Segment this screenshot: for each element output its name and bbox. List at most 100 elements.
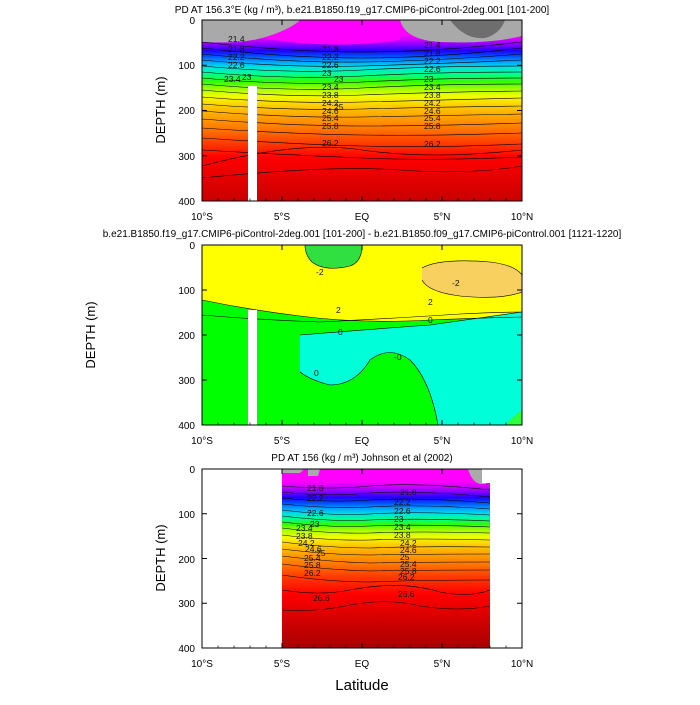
panel-3-clabel: 26.6 [313, 593, 330, 603]
x-tick-label: 5°S [274, 212, 291, 223]
panel-3-clabel: 25.4 [400, 559, 417, 569]
x-tick-label: 5°N [434, 436, 451, 447]
panel-2-clabel: 0 [314, 368, 319, 378]
panel-1-clabel: 24.2 [424, 98, 441, 108]
panel-3-clabel: 23.4 [296, 523, 313, 533]
panel-1-clabel: 22.2 [424, 56, 441, 66]
panel-3-clabel: 23.4 [394, 522, 411, 532]
panel-2-contour-labels: -2 -2 2 2 0 0 -0 0 [314, 267, 460, 378]
panel-1-clabel: 23.8 [322, 90, 339, 100]
panel-2-x-axis: 10°S 5°S EQ 5°N 10°N [191, 436, 533, 447]
panel-3-clabel: 25 [316, 548, 326, 558]
panel-2-green-patch [305, 245, 362, 269]
panel-1-clabel: 22.6 [424, 64, 441, 74]
y-tick-label: 0 [189, 241, 195, 252]
panel-2-contour-lines [202, 245, 522, 425]
panel-3-gray-mask [308, 469, 320, 476]
panel-2-clabel: -0 [394, 352, 402, 362]
panel-1-gray-mask-left [202, 20, 300, 43]
panel-2-clabel: -2 [452, 278, 460, 288]
panel-1-dark-mask [450, 20, 505, 39]
x-tick-label: 10°N [511, 212, 533, 223]
panel-3-y-axis: 0 100 200 300 400 DEPTH (m) [153, 465, 195, 655]
panel-3-observed-density: PD AT 156 (kg / m³) Johnson et al (2002) [153, 453, 533, 694]
panel-3-y-label: DEPTH (m) [153, 524, 168, 591]
panel-1-contour-lines [202, 41, 522, 179]
panel-1-clabel: 23.4 [224, 74, 241, 84]
panel-3-clabel: 24.2 [298, 538, 315, 548]
x-tick-label: 5°S [274, 436, 291, 447]
panel-1-clabel: 23.8 [424, 90, 441, 100]
x-tick-label: EQ [355, 212, 370, 223]
panel-3-clabel: 26.6 [398, 589, 415, 599]
panel-1-clabel: 25.4 [424, 113, 441, 123]
panel-3-clabel: 22.2 [394, 497, 411, 507]
panel-3-clabel: 24.6 [305, 544, 322, 554]
panel-1-clabel: 26.2 [322, 138, 339, 148]
panel-2-missing-data [248, 310, 257, 425]
panel-3-clabel: 22.2 [307, 493, 324, 503]
panel-1-missing-data [248, 86, 257, 201]
y-tick-label: 100 [178, 61, 195, 72]
panel-1-clabel: 21.8 [322, 44, 339, 54]
panel-1-clabel: 25.4 [322, 113, 339, 123]
panel-3-gap [482, 469, 490, 483]
panel-2-cyan-region [300, 312, 522, 425]
panel-3-clabel: 26.2 [304, 568, 321, 578]
y-tick-label: 300 [178, 152, 195, 163]
panel-1-clabel: 22.6 [322, 60, 339, 70]
y-tick-label: 400 [178, 197, 195, 208]
panel-3-clabel: 24.2 [400, 538, 417, 548]
panel-2-title: b.e21.B1850.f19_g17.CMIP6-piControl-2deg… [103, 229, 622, 240]
panel-2-clabel: 2 [428, 297, 433, 307]
panel-3-clabel: 24.6 [400, 545, 417, 555]
panel-3-contour-labels: 21.8 22.2 22.6 23 23.4 23.8 24.2 24.6 25… [296, 483, 417, 603]
panel-1-clabel: 26.2 [424, 139, 441, 149]
panel-1-clabel: 25.8 [322, 121, 339, 131]
panel-1-clabel: 23.4 [322, 82, 339, 92]
panel-1-y-label: DEPTH (m) [153, 76, 168, 143]
panel-3-density-field [282, 469, 490, 648]
panel-1-clabel: 25 [334, 102, 344, 112]
panel-3-clabel: 23.8 [394, 530, 411, 540]
panel-1-y-axis: 0 100 200 300 400 DEPTH (m) [153, 16, 195, 208]
panel-2-tan-patch [422, 260, 522, 298]
panel-3-clabel: 25.4 [304, 553, 321, 563]
panel-1-clabel: 21.8 [228, 44, 245, 54]
x-tick-label: 5°N [434, 659, 451, 670]
y-tick-label: 0 [189, 16, 195, 27]
panel-3-clabel: 23.8 [296, 531, 313, 541]
panel-2-clabel: -2 [316, 267, 324, 277]
x-tick-label: 5°N [434, 212, 451, 223]
panel-3-clabel: 25.8 [304, 560, 321, 570]
y-tick-label: 300 [178, 599, 195, 610]
y-tick-label: 200 [178, 106, 195, 117]
panel-1-clabel: 22.6 [228, 60, 245, 70]
panel-3-clabel: 21.8 [400, 487, 417, 497]
panel-1-clabel: 22.2 [228, 52, 245, 62]
panel-3-clabel: 23 [394, 514, 404, 524]
panel-1-surface-lens [262, 20, 400, 45]
y-tick-label: 300 [178, 376, 195, 387]
panel-3-clabel: 21.8 [307, 483, 324, 493]
panel-1-clabel: 23.4 [424, 82, 441, 92]
panel-1-model-density: PD AT 156.3°E (kg / m³), b.e21.B1850.f19… [153, 5, 549, 223]
panel-1-x-axis: 10°S 5°S EQ 5°N 10°N [191, 212, 533, 223]
x-tick-label: 5°S [274, 659, 291, 670]
axis-ticks [201, 19, 523, 649]
panel-1-clabel: 24.2 [322, 98, 339, 108]
x-tick-label: 10°S [191, 436, 213, 447]
y-tick-label: 100 [178, 510, 195, 521]
panel-2-clabel: 2 [336, 305, 341, 315]
panel-1-clabel: 24.6 [424, 106, 441, 116]
panel-3-contour-lines [281, 484, 491, 611]
panel-2-difference: b.e21.B1850.f19_g17.CMIP6-piControl-2deg… [83, 229, 621, 447]
panel-3-title: PD AT 156 (kg / m³) Johnson et al (2002) [271, 453, 452, 464]
panel-2-clabel: 0 [338, 327, 343, 337]
panel-3-gray-mask [282, 469, 304, 473]
panel-3-clabel: 23 [310, 519, 320, 529]
y-tick-label: 200 [178, 555, 195, 566]
x-tick-label: EQ [355, 659, 370, 670]
panel-3-clabel: 25 [400, 552, 410, 562]
